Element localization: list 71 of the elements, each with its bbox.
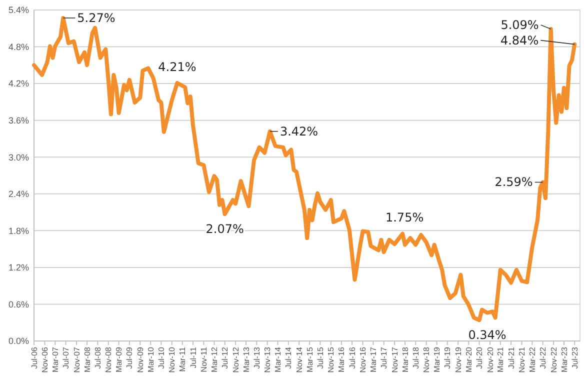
x-tick-label: Jul-14 — [284, 346, 294, 369]
x-tick-label: Mar-16 — [337, 346, 346, 372]
x-tick-label: Nov-17 — [390, 346, 400, 373]
y-tick-label: 4.8% — [8, 42, 29, 52]
x-tick-label: Nov-08 — [104, 346, 114, 373]
x-tick-label: Nov-09 — [136, 346, 145, 373]
y-tick-label: 3.0% — [8, 152, 29, 162]
x-tick-label: Mar-23 — [560, 346, 569, 372]
x-tick-label: Jul-23 — [570, 346, 580, 369]
y-tick-label: 5.4% — [8, 5, 29, 16]
x-tick-label: Nov-19 — [454, 346, 463, 373]
x-tick-label: Nov-13 — [263, 346, 272, 373]
x-tick-label: Mar-19 — [432, 346, 442, 372]
x-tick-label: Mar-07 — [50, 346, 60, 372]
x-tick-label: Nov-10 — [168, 346, 177, 373]
x-tick-label: Jul-18 — [411, 346, 420, 369]
x-tick-label: Mar-12 — [210, 346, 220, 372]
y-tick-label: 3.6% — [8, 115, 29, 126]
x-tick-label: Jul-17 — [380, 346, 389, 369]
x-tick-label: Nov-20 — [486, 346, 495, 373]
annotation: 2.59% — [494, 175, 533, 190]
x-tick-label: Jul-19 — [443, 346, 452, 369]
annotation: 4.84% — [500, 33, 539, 48]
x-tick-label: Mar-09 — [114, 346, 124, 372]
x-tick-label: Nov-12 — [231, 346, 240, 373]
x-tick-label: Mar-10 — [146, 346, 156, 372]
x-tick-label: Nov-07 — [72, 346, 82, 373]
annotation: 0.34% — [468, 328, 506, 342]
x-tick-label: Jul-08 — [93, 346, 102, 369]
x-tick-label: Jul-20 — [475, 346, 484, 369]
annotation: 1.75% — [385, 210, 424, 225]
annotation: 5.09% — [500, 18, 539, 32]
x-tick-label: Jul-07 — [62, 346, 71, 369]
y-tick-label: 4.2% — [8, 78, 29, 89]
x-tick-label: Mar-22 — [528, 346, 537, 372]
x-tick-label: Mar-13 — [242, 346, 251, 372]
x-tick-label: Jul-21 — [506, 346, 516, 369]
x-tick-label: Mar-08 — [82, 346, 92, 372]
x-tick-label: Jul-12 — [220, 346, 230, 369]
x-tick-label: Mar-18 — [400, 346, 410, 372]
x-tick-label: Mar-21 — [496, 346, 506, 372]
x-tick-label: Jul-11 — [188, 346, 198, 368]
x-tick-label: Jul-15 — [316, 346, 325, 369]
x-tick-label: Nov-06 — [40, 346, 50, 373]
x-tick-label: Jul-09 — [125, 346, 134, 369]
x-tick-label: Mar-11 — [178, 346, 188, 372]
x-tick-label: Nov-14 — [294, 346, 304, 373]
x-tick-label: Mar-15 — [305, 346, 314, 372]
y-tick-label: 1.8% — [8, 226, 29, 236]
x-tick-label: Nov-22 — [549, 346, 558, 373]
x-tick-label: Nov-15 — [326, 346, 336, 373]
x-tick-label: Jul-10 — [157, 346, 166, 369]
annotation: 2.07% — [206, 222, 244, 236]
x-tick-label: Nov-16 — [358, 346, 368, 373]
x-tick-label: Mar-20 — [464, 346, 474, 372]
x-tick-label: Jul-06 — [30, 346, 39, 369]
x-tick-label: Mar-17 — [369, 346, 378, 372]
y-tick-label: 1.2% — [8, 262, 29, 273]
x-tick-label: Jul-22 — [538, 346, 548, 369]
y-tick-label: 0.0% — [8, 336, 29, 346]
y-tick-label: 2.4% — [8, 189, 29, 200]
x-tick-label: Mar-14 — [274, 346, 283, 372]
x-tick-label: Nov-21 — [518, 346, 527, 373]
annotation: 4.21% — [158, 60, 196, 74]
x-tick-label: Nov-18 — [422, 346, 432, 373]
annotation: 5.27% — [77, 10, 116, 25]
annotation: 3.42% — [280, 124, 318, 138]
x-tick-label: Jul-13 — [252, 346, 262, 369]
y-tick-label: 0.6% — [8, 299, 29, 310]
x-tick-label: Jul-16 — [348, 346, 357, 369]
x-tick-label: Nov-11 — [199, 346, 208, 372]
